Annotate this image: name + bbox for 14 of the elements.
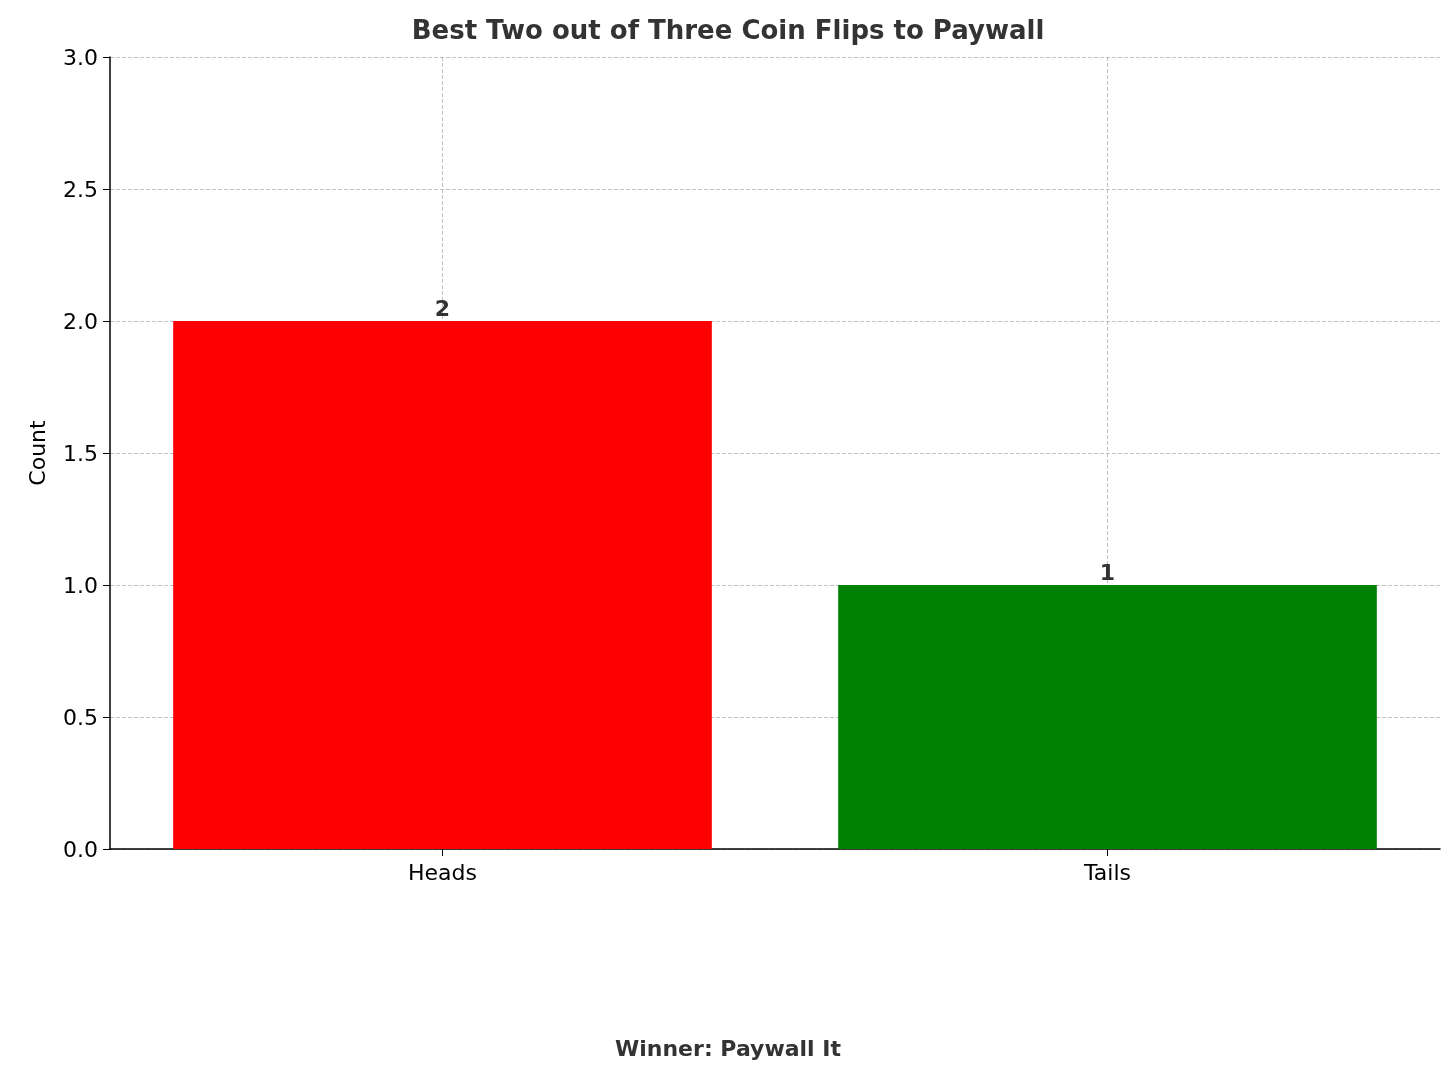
data-label: 1	[1099, 559, 1116, 585]
x-tick-label: Tails	[1083, 859, 1131, 885]
y-axis-title: Count	[24, 419, 50, 486]
y-tick-label: 1.5	[63, 440, 98, 466]
y-tick-label: 0.5	[63, 704, 98, 730]
y-tick-label: 3.0	[63, 44, 98, 70]
y-tick-label: 0.0	[63, 836, 98, 862]
x-tick-label: Heads	[408, 859, 477, 885]
text: Winner: Paywall It	[614, 1035, 842, 1061]
y-tick-label: 2.0	[63, 308, 98, 334]
chart-title: Best Two out of Three Coin Flips to Paywall	[411, 15, 1045, 45]
y-tick-label: 2.5	[63, 176, 98, 202]
data-label: 2	[434, 295, 451, 321]
y-tick-label: 1.0	[63, 572, 98, 598]
